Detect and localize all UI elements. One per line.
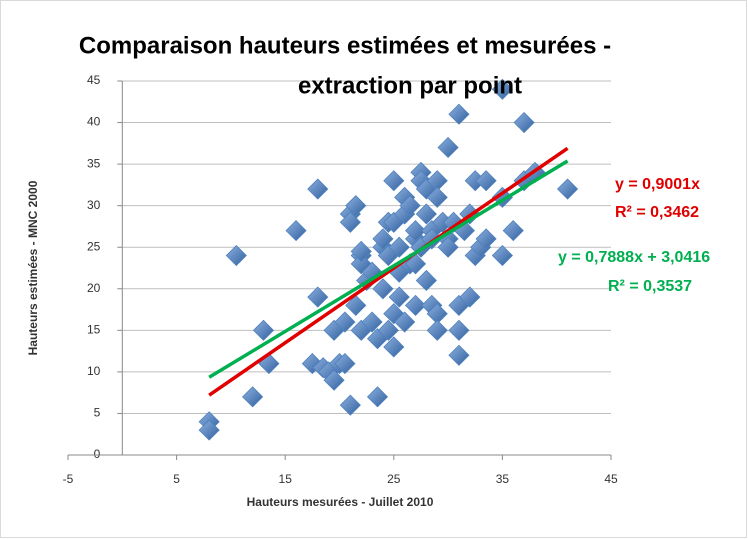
point	[502, 220, 524, 242]
y-tick-label: 0	[94, 447, 101, 461]
point	[394, 311, 416, 333]
point	[198, 419, 220, 441]
point	[285, 220, 307, 242]
y-tick-label: 15	[87, 323, 101, 337]
annotation: y = 0,9001x	[615, 176, 700, 193]
y-tick-label: 40	[87, 115, 101, 129]
point	[377, 319, 399, 341]
point	[307, 286, 329, 308]
point	[350, 240, 372, 262]
point	[415, 269, 437, 292]
y-axis-title: Hauteurs estimées - MNC 2000	[26, 180, 40, 355]
point	[491, 78, 513, 100]
chart-title: Comparaison hauteurs estimées et mesurée…	[79, 32, 611, 59]
point	[225, 244, 247, 267]
annotation: R² = 0,3462	[615, 204, 699, 221]
point	[361, 311, 383, 333]
y-tick-label: 5	[94, 406, 101, 420]
point	[404, 253, 427, 275]
point	[426, 319, 448, 341]
point	[345, 195, 367, 217]
point	[339, 211, 361, 233]
point	[404, 220, 427, 242]
point	[383, 336, 405, 358]
point	[339, 394, 361, 416]
point	[415, 203, 437, 225]
x-tick-label: 15	[279, 472, 293, 486]
point	[437, 236, 459, 258]
point	[334, 353, 356, 375]
point	[323, 369, 345, 391]
trendline	[208, 146, 569, 397]
point	[372, 278, 394, 300]
point	[475, 228, 497, 250]
trendline	[208, 159, 569, 379]
annotation: R² = 0,3537	[608, 278, 692, 295]
point	[388, 236, 410, 258]
point	[437, 136, 459, 159]
point	[513, 111, 535, 134]
point	[366, 386, 389, 408]
point	[334, 311, 356, 333]
chart-title: extraction par point	[298, 72, 522, 99]
point	[448, 319, 470, 341]
y-tick-label: 30	[87, 198, 101, 212]
point	[252, 319, 275, 341]
x-tick-label: 45	[604, 472, 618, 486]
point	[345, 294, 367, 316]
y-tick-label: 45	[87, 73, 101, 87]
point	[399, 195, 421, 217]
point	[426, 186, 448, 208]
x-tick-label: -5	[63, 472, 74, 486]
point	[383, 170, 405, 192]
marks	[198, 78, 579, 441]
x-tick-label: 35	[496, 472, 510, 486]
y-tick-label: 35	[87, 156, 101, 170]
annotation: y = 0,7888x + 3,0416	[558, 249, 710, 266]
point	[491, 244, 513, 267]
point	[448, 344, 470, 366]
y-tick-label: 20	[87, 281, 101, 295]
grid: 0 5 10 15 20 25 30 35 40 45 -5 5 15 25 35 45	[63, 73, 618, 486]
y-tick-label: 25	[87, 239, 101, 253]
y-tick-label: 10	[87, 364, 101, 378]
point	[448, 103, 470, 125]
point	[404, 294, 427, 316]
point	[556, 178, 579, 200]
point	[307, 178, 329, 200]
point	[242, 386, 264, 408]
point	[388, 286, 410, 308]
x-axis-title: Hauteurs mesurées - Juillet 2010	[247, 495, 434, 509]
point	[475, 170, 497, 192]
x-tick-label: 25	[387, 472, 401, 486]
x-tick-label: 5	[173, 472, 180, 486]
point	[459, 286, 481, 308]
point	[372, 228, 394, 250]
